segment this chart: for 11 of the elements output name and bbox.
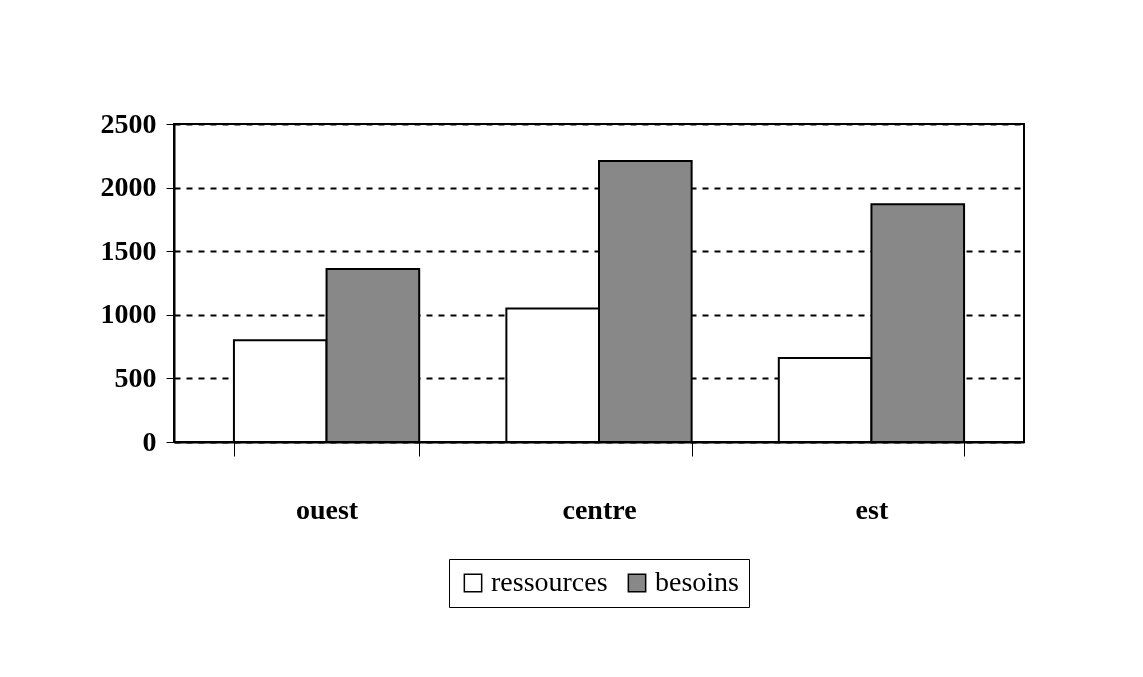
y-tick-label: 1500 bbox=[100, 234, 157, 266]
y-tick-label: 2000 bbox=[100, 171, 157, 203]
x-tick-label: ouest bbox=[295, 493, 359, 525]
legend-label: besoins bbox=[655, 566, 739, 597]
y-tick-label: 2500 bbox=[100, 107, 157, 139]
x-tick-label: centre bbox=[562, 493, 637, 525]
y-tick-label: 1000 bbox=[100, 298, 157, 330]
y-tick-label: 500 bbox=[114, 361, 157, 393]
y-tick-label: 0 bbox=[142, 425, 157, 457]
x-tick-label: est bbox=[855, 493, 889, 525]
legend-label: ressources bbox=[491, 566, 608, 597]
